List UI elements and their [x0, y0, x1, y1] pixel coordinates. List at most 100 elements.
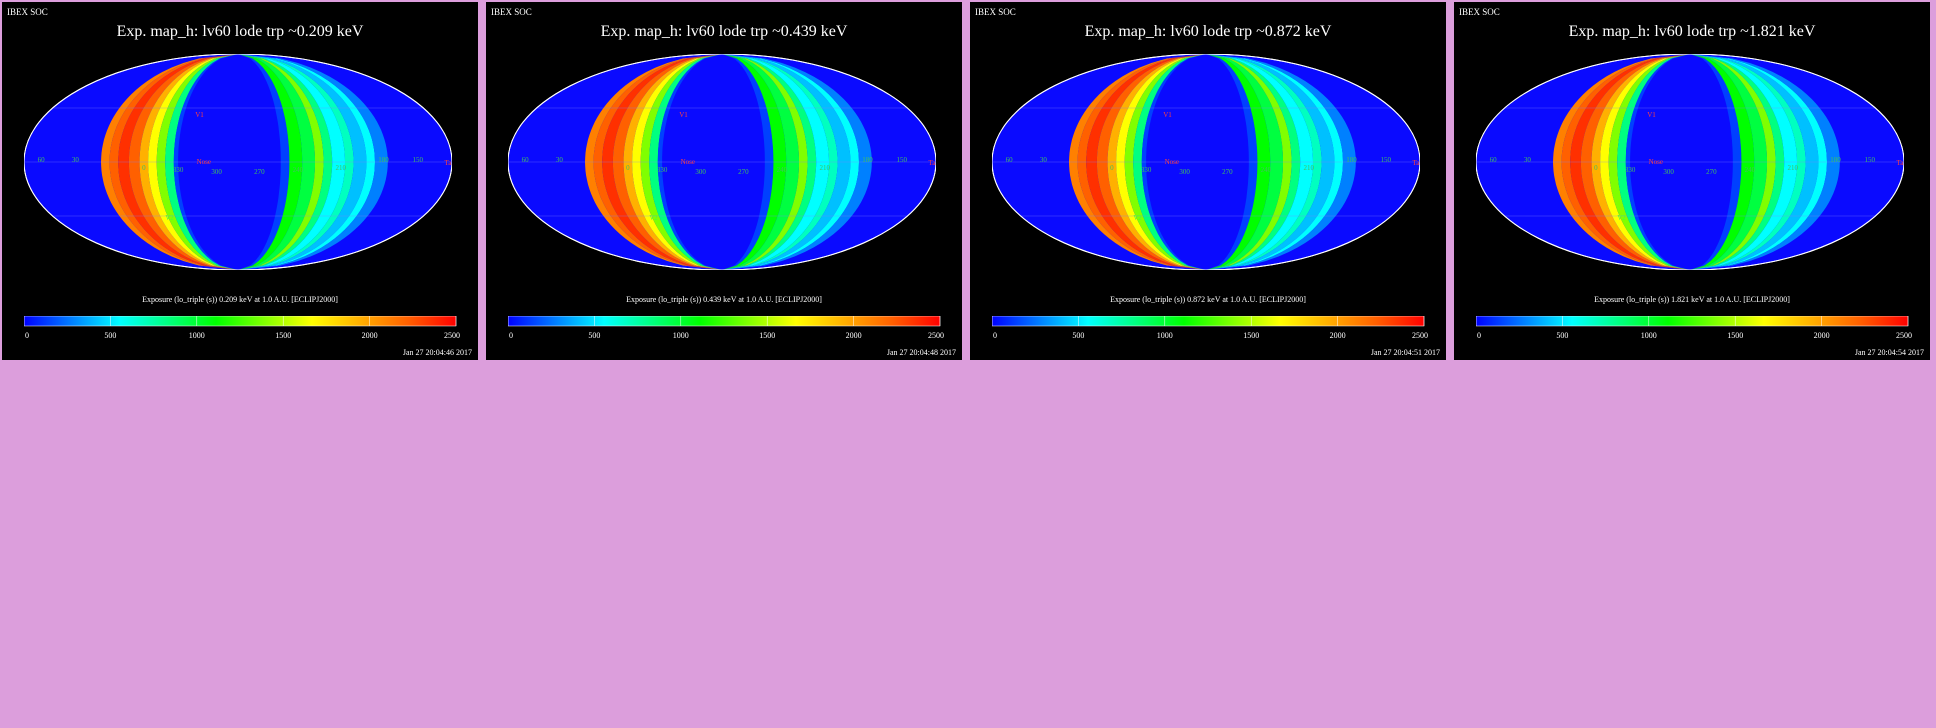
colorbar-tick-label: 2000	[846, 331, 862, 340]
colorbar-tick-label: 2500	[1412, 331, 1428, 340]
v2-marker: V2	[1133, 214, 1142, 222]
longitude-label: 270	[738, 168, 749, 176]
v1-marker: V1	[1163, 111, 1172, 119]
longitude-label: 180	[862, 156, 873, 164]
longitude-label: 300	[695, 168, 706, 176]
v1-marker: V1	[1647, 111, 1656, 119]
map-panel: IBEX SOC Exp. map_h: lv60 lode trp ~1.821…	[1454, 2, 1930, 360]
timestamp: Jan 27 20:04:54 2017	[1854, 348, 1924, 357]
map-title: Exp. map_h: lv60 lode trp ~0.439 keV	[600, 23, 848, 40]
colorbar: 0 500 1000 1500 2000 2500	[1476, 316, 1912, 340]
v1-marker: V1	[195, 111, 204, 119]
colorbar-tick-label: 0	[25, 331, 29, 340]
longitude-label: 210	[335, 164, 346, 172]
longitude-label: 240	[1261, 166, 1272, 174]
tail-marker: Tail	[1896, 159, 1904, 167]
colorbar-tick-label: 1000	[189, 331, 205, 340]
timestamp: Jan 27 20:04:51 2017	[1370, 348, 1440, 357]
colorbar-tick-label: 0	[1477, 331, 1481, 340]
tail-marker: Tail	[928, 159, 936, 167]
v2-marker: V2	[165, 214, 174, 222]
longitude-label: 330	[1625, 166, 1636, 174]
longitude-label: 150	[413, 156, 424, 164]
map-panel: IBEX SOC Exp. map_h: lv60 lode trp ~0.872…	[970, 2, 1446, 360]
longitude-label: 150	[897, 156, 908, 164]
colorbar-tick-label: 0	[993, 331, 997, 340]
longitude-label: 150	[1381, 156, 1392, 164]
colorbar-tick-label: 1000	[1157, 331, 1173, 340]
longitude-label: 300	[1663, 168, 1674, 176]
v1-marker: V1	[679, 111, 688, 119]
map-caption: Exposure (lo_triple (s)) 0.439 keV at 1.…	[626, 295, 822, 304]
colorbar-tick-label: 1500	[1243, 331, 1259, 340]
nose-marker: Nose	[197, 158, 211, 166]
nose-marker: Nose	[1165, 158, 1179, 166]
longitude-label: 330	[657, 166, 668, 174]
map-panel: IBEX SOC Exp. map_h: lv60 lode trp ~0.209…	[2, 2, 478, 360]
longitude-label: 30	[1524, 156, 1532, 164]
longitude-label: 180	[1830, 156, 1841, 164]
nose-marker: Nose	[1649, 158, 1663, 166]
map-caption: Exposure (lo_triple (s)) 1.821 keV at 1.…	[1594, 295, 1790, 304]
longitude-label: 30	[556, 156, 564, 164]
longitude-label: 30	[72, 156, 80, 164]
longitude-label: 240	[293, 166, 304, 174]
longitude-label: 240	[1745, 166, 1756, 174]
longitude-label: 300	[211, 168, 222, 176]
colorbar-gradient	[1476, 316, 1909, 327]
map-title: Exp. map_h: lv60 lode trp ~0.209 keV	[116, 23, 364, 40]
nose-marker: Nose	[681, 158, 695, 166]
longitude-label: 270	[254, 168, 265, 176]
longitude-label: 300	[1179, 168, 1190, 176]
colorbar: 0 500 1000 1500 2000 2500	[24, 316, 460, 340]
longitude-label: 0	[1110, 164, 1114, 172]
colorbar-gradient	[508, 316, 941, 327]
longitude-label: 180	[1346, 156, 1357, 164]
longitude-label: 0	[142, 164, 146, 172]
longitude-label: 210	[1787, 164, 1798, 172]
colorbar-tick-label: 2500	[1896, 331, 1912, 340]
timestamp: Jan 27 20:04:48 2017	[886, 348, 956, 357]
map-title: Exp. map_h: lv60 lode trp ~0.872 keV	[1084, 23, 1332, 40]
longitude-label: 330	[173, 166, 184, 174]
longitude-label: 60	[522, 156, 530, 164]
sky-map: 60300330300270240210180150NoseTailV1V2	[992, 54, 1420, 270]
longitude-label: 240	[777, 166, 788, 174]
colorbar-tick-label: 500	[1072, 331, 1084, 340]
colorbar-tick-label: 500	[1556, 331, 1568, 340]
colorbar-tick-label: 1500	[1727, 331, 1743, 340]
soc-label: IBEX SOC	[1459, 7, 1500, 17]
colorbar-tick-label: 2500	[444, 331, 460, 340]
soc-label: IBEX SOC	[975, 7, 1016, 17]
longitude-label: 330	[1141, 166, 1152, 174]
colorbar-tick-label: 1000	[673, 331, 689, 340]
v2-marker: V2	[1617, 214, 1626, 222]
map-caption: Exposure (lo_triple (s)) 0.209 keV at 1.…	[142, 295, 338, 304]
colorbar-tick-label: 2000	[1330, 331, 1346, 340]
longitude-label: 60	[1490, 156, 1498, 164]
longitude-label: 0	[1594, 164, 1598, 172]
sky-map: 60300330300270240210180150NoseTailV1V2	[1476, 54, 1904, 270]
colorbar-tick-label: 0	[509, 331, 513, 340]
colorbar-tick-label: 2000	[1814, 331, 1830, 340]
sky-map: 60300330300270240210180150NoseTailV1V2	[508, 54, 936, 270]
colorbar: 0 500 1000 1500 2000 2500	[992, 316, 1428, 340]
colorbar-tick-label: 500	[588, 331, 600, 340]
colorbar-tick-label: 1500	[759, 331, 775, 340]
map-panel: IBEX SOC Exp. map_h: lv60 lode trp ~0.439…	[486, 2, 962, 360]
colorbar-tick-label: 1000	[1641, 331, 1657, 340]
tail-marker: Tail	[1412, 159, 1420, 167]
longitude-label: 180	[378, 156, 389, 164]
colorbar-gradient	[992, 316, 1425, 327]
longitude-label: 270	[1706, 168, 1717, 176]
longitude-label: 270	[1222, 168, 1233, 176]
soc-label: IBEX SOC	[7, 7, 48, 17]
longitude-label: 0	[626, 164, 630, 172]
longitude-label: 210	[819, 164, 830, 172]
colorbar: 0 500 1000 1500 2000 2500	[508, 316, 944, 340]
map-title: Exp. map_h: lv60 lode trp ~1.821 keV	[1568, 23, 1816, 40]
colorbar-gradient	[24, 316, 457, 327]
longitude-label: 60	[1006, 156, 1014, 164]
soc-label: IBEX SOC	[491, 7, 532, 17]
longitude-label: 210	[1303, 164, 1314, 172]
